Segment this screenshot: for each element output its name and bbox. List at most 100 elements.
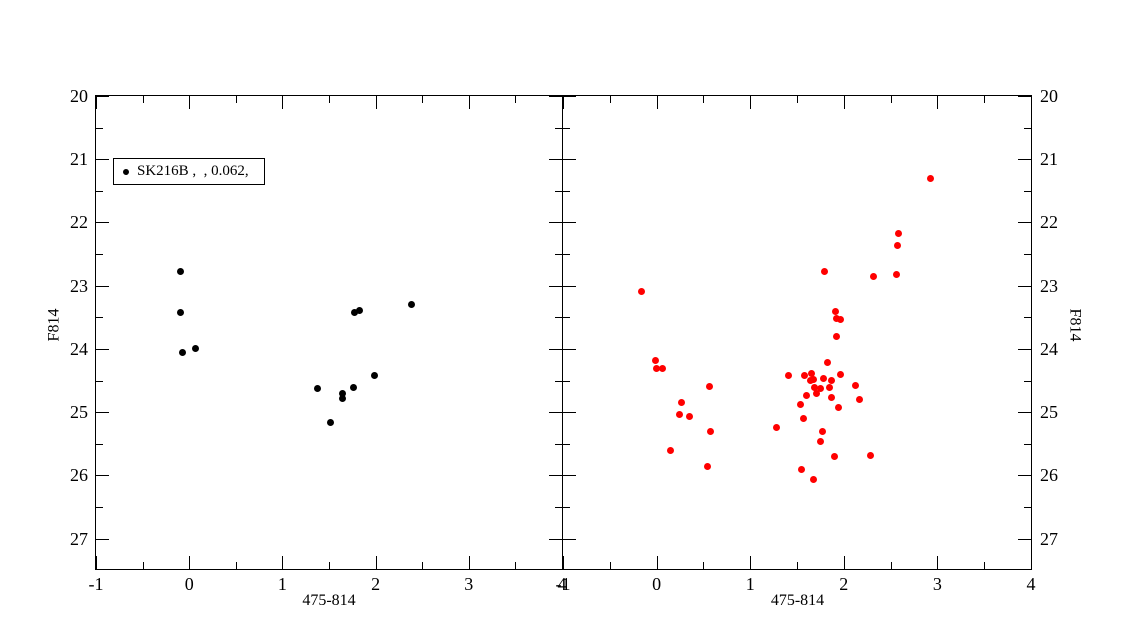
x-axis-tick (1031, 96, 1032, 109)
data-point (638, 287, 646, 295)
y-axis-tick (1018, 349, 1031, 350)
x-axis-tick (937, 96, 938, 109)
x-tick-label: 4 (1026, 574, 1036, 594)
y-axis-tick (1024, 128, 1031, 129)
data-point (867, 451, 875, 459)
right-y-axis-title: F814 (1066, 308, 1084, 342)
y-axis-tick (563, 317, 570, 318)
x-axis-tick (984, 562, 985, 569)
x-axis-tick (282, 556, 283, 569)
y-axis-tick (563, 539, 576, 540)
data-point (800, 415, 808, 422)
y-axis-tick (563, 286, 576, 287)
x-axis-tick (422, 562, 423, 569)
y-axis-tick (1018, 286, 1031, 287)
y-axis-tick (563, 444, 570, 445)
data-point (356, 306, 364, 314)
y-axis-tick (549, 475, 562, 476)
data-point (832, 333, 840, 341)
data-point (837, 315, 845, 323)
y-axis-tick (549, 159, 562, 160)
y-axis-tick (555, 507, 562, 508)
x-axis-tick (703, 562, 704, 569)
y-axis-tick (555, 381, 562, 382)
y-axis-tick (1018, 222, 1031, 223)
data-point (703, 463, 711, 471)
y-axis-tick (1018, 475, 1031, 476)
x-axis-tick (515, 96, 516, 103)
y-axis-tick (563, 96, 576, 97)
legend-label: SK216B , , 0.062, (137, 163, 249, 179)
x-axis-tick (236, 96, 237, 103)
data-point (826, 384, 834, 391)
y-axis-tick (96, 539, 109, 540)
y-axis-tick (96, 507, 103, 508)
x-tick-label: -1 (555, 574, 571, 594)
data-point (820, 268, 828, 276)
data-point (816, 384, 824, 392)
y-axis-tick (563, 349, 576, 350)
x-axis-tick (844, 556, 845, 569)
y-tick-label: 21 (70, 149, 88, 170)
right-scatter-panel: -1 0 1 2 3 4 20 21 22 23 24 25 26 27 (556, 86, 1059, 594)
y-tick-label: 24 (70, 338, 88, 359)
y-tick-label: 22 (70, 212, 88, 233)
data-point (407, 301, 415, 309)
x-tick-label: 1 (745, 574, 755, 594)
data-point (177, 309, 185, 317)
data-point (338, 395, 346, 403)
y-axis-tick (96, 128, 103, 129)
x-tick-label: -1 (88, 574, 104, 594)
y-axis-tick (563, 222, 576, 223)
data-point (785, 372, 793, 379)
right-x-axis-title: 475-814 (770, 592, 825, 609)
left-y-axis-title: F814 (45, 308, 63, 342)
left-x-axis-title: 475-814 (302, 592, 356, 609)
y-tick-label: 26 (70, 465, 88, 486)
legend-box: SK216B , , 0.062, (113, 158, 265, 185)
y-axis-tick (555, 254, 562, 255)
data-point (870, 273, 878, 281)
y-axis-tick (96, 381, 103, 382)
x-axis-tick (610, 562, 611, 569)
x-axis-tick (750, 96, 751, 109)
y-tick-label: 25 (70, 402, 88, 423)
x-tick-label: 2 (839, 574, 849, 594)
y-axis-tick (563, 381, 570, 382)
x-axis-tick (96, 556, 97, 569)
data-point (314, 384, 322, 392)
y-axis-tick (549, 222, 562, 223)
x-tick-label: 0 (184, 574, 194, 594)
data-point (797, 401, 805, 409)
y-axis-tick (549, 96, 562, 97)
x-axis-tick (562, 556, 563, 569)
x-axis-tick (189, 96, 190, 109)
data-point (802, 392, 810, 400)
data-point (192, 345, 200, 353)
data-point (349, 384, 357, 391)
y-axis-tick (96, 191, 103, 192)
data-point (832, 315, 840, 323)
y-tick-label: 27 (70, 528, 88, 549)
y-axis-tick (96, 444, 103, 445)
legend-marker-filled-circle-icon (123, 168, 129, 175)
data-point (807, 370, 815, 378)
data-point (828, 377, 836, 385)
y-axis-tick (1018, 96, 1031, 97)
y-tick-label: 22 (1040, 212, 1058, 233)
y-axis-tick (1024, 381, 1031, 382)
y-axis-tick (555, 191, 562, 192)
x-axis-tick (562, 96, 563, 109)
data-point (678, 399, 686, 407)
y-tick-label: 20 (70, 86, 88, 106)
y-tick-label: 20 (1040, 86, 1058, 106)
y-axis-tick (555, 317, 562, 318)
y-axis-tick (1018, 159, 1031, 160)
data-point (653, 365, 661, 373)
y-axis-tick (563, 159, 576, 160)
x-axis-tick (657, 556, 658, 569)
data-point (811, 384, 819, 391)
x-axis-tick (329, 562, 330, 569)
x-axis-tick (563, 556, 564, 569)
